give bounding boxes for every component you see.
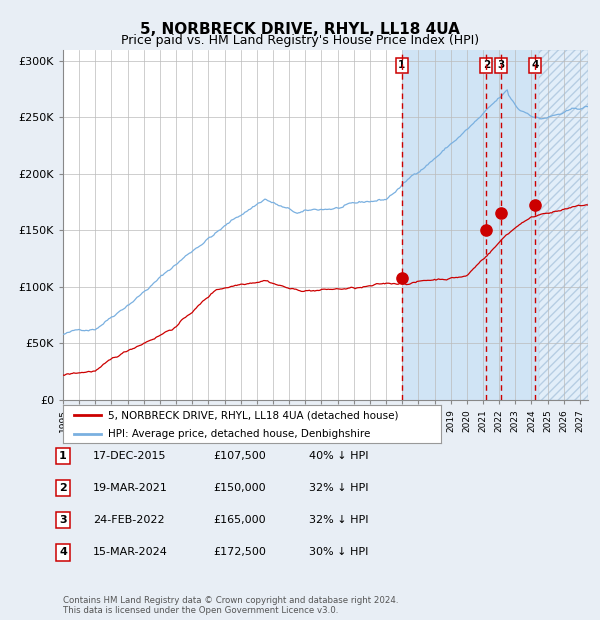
Text: 19-MAR-2021: 19-MAR-2021 bbox=[93, 483, 168, 493]
Point bbox=[482, 226, 491, 236]
Text: 32% ↓ HPI: 32% ↓ HPI bbox=[309, 515, 368, 525]
Text: Price paid vs. HM Land Registry's House Price Index (HPI): Price paid vs. HM Land Registry's House … bbox=[121, 34, 479, 47]
Bar bbox=[539, 50, 588, 400]
Text: £107,500: £107,500 bbox=[213, 451, 266, 461]
Text: £172,500: £172,500 bbox=[213, 547, 266, 557]
Text: 17-DEC-2015: 17-DEC-2015 bbox=[93, 451, 167, 461]
Text: 5, NORBRECK DRIVE, RHYL, LL18 4UA (detached house): 5, NORBRECK DRIVE, RHYL, LL18 4UA (detac… bbox=[109, 410, 399, 420]
Text: 15-MAR-2024: 15-MAR-2024 bbox=[93, 547, 168, 557]
Text: 2: 2 bbox=[483, 60, 490, 70]
Text: Contains HM Land Registry data © Crown copyright and database right 2024.
This d: Contains HM Land Registry data © Crown c… bbox=[63, 596, 398, 615]
Text: 5, NORBRECK DRIVE, RHYL, LL18 4UA: 5, NORBRECK DRIVE, RHYL, LL18 4UA bbox=[140, 22, 460, 37]
Text: 4: 4 bbox=[531, 60, 538, 70]
Text: 4: 4 bbox=[59, 547, 67, 557]
Text: 3: 3 bbox=[59, 515, 67, 525]
Text: £165,000: £165,000 bbox=[213, 515, 266, 525]
Text: £150,000: £150,000 bbox=[213, 483, 266, 493]
Text: 1: 1 bbox=[398, 60, 405, 70]
Text: 2: 2 bbox=[59, 483, 67, 493]
Text: 40% ↓ HPI: 40% ↓ HPI bbox=[309, 451, 368, 461]
Point bbox=[496, 208, 506, 218]
Text: 24-FEB-2022: 24-FEB-2022 bbox=[93, 515, 164, 525]
Text: 3: 3 bbox=[497, 60, 505, 70]
Text: HPI: Average price, detached house, Denbighshire: HPI: Average price, detached house, Denb… bbox=[109, 428, 371, 439]
Text: 30% ↓ HPI: 30% ↓ HPI bbox=[309, 547, 368, 557]
Bar bbox=[401, 50, 539, 400]
Text: 1: 1 bbox=[59, 451, 67, 461]
Point bbox=[530, 200, 539, 210]
Text: 32% ↓ HPI: 32% ↓ HPI bbox=[309, 483, 368, 493]
Point bbox=[397, 273, 406, 283]
